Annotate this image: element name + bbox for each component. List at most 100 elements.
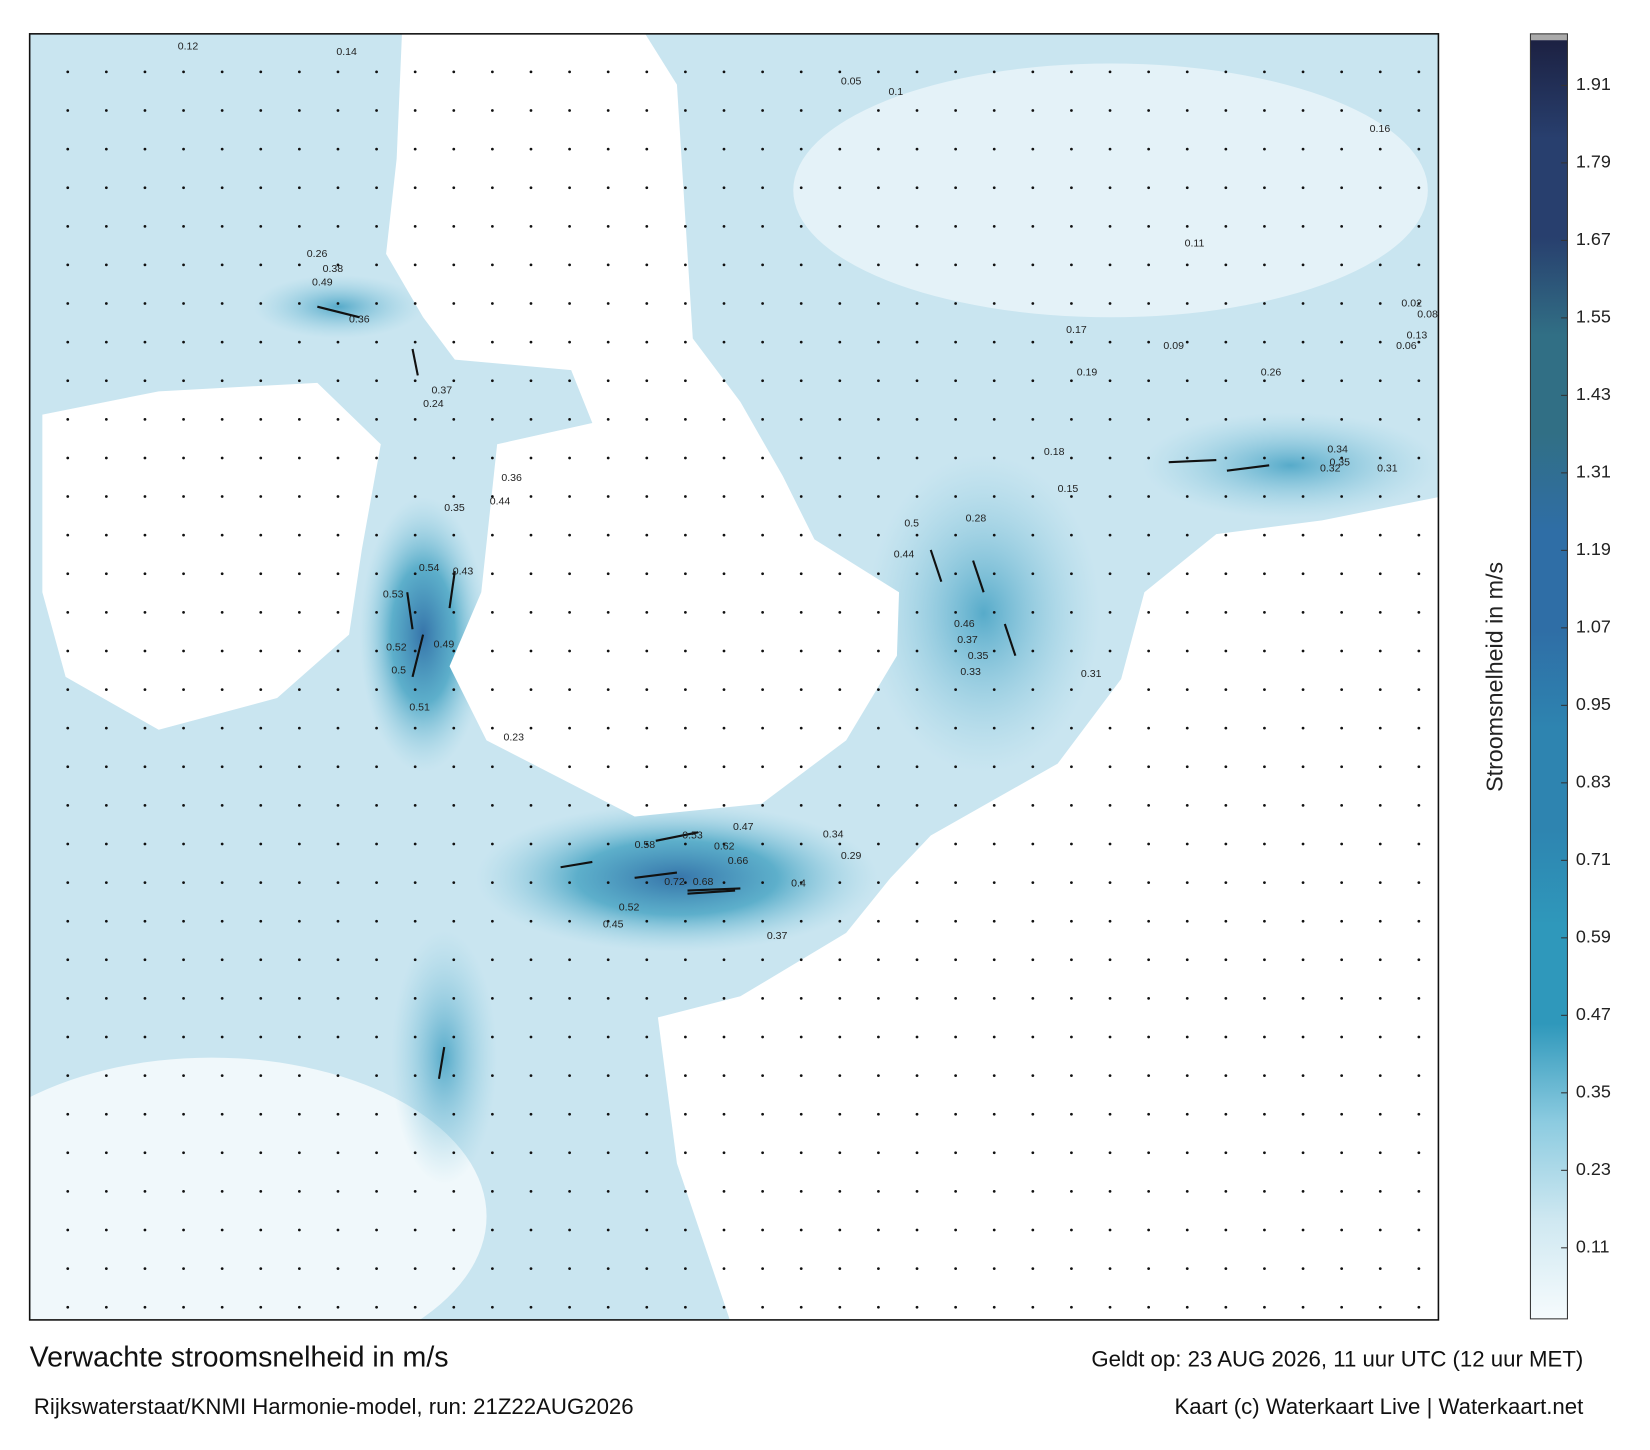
vector-dot: [684, 379, 687, 383]
vector-dot: [104, 379, 108, 383]
vector-dot: [877, 70, 880, 74]
vector-dot: [838, 765, 842, 769]
vector-dot: [336, 302, 340, 305]
speed-label: 0.36: [349, 314, 370, 326]
vector-dot: [1417, 997, 1421, 1000]
vector-dot: [259, 340, 263, 344]
vector-dot: [1340, 1190, 1344, 1193]
speed-label: 0.45: [603, 919, 624, 931]
vector-dot: [1031, 1190, 1035, 1193]
current-arrow: [560, 860, 593, 869]
vector-dot: [1147, 726, 1151, 730]
vector-dot: [992, 495, 996, 498]
vector-dot: [1340, 919, 1344, 923]
vector-dot: [297, 224, 301, 228]
vector-dot: [143, 1112, 147, 1116]
colorbar-tick-label: 0.59: [1576, 927, 1611, 947]
speed-label: 0.5: [391, 665, 406, 677]
vector-dot: [1224, 456, 1228, 460]
vector-dot: [529, 109, 533, 112]
vector-dot: [568, 1151, 571, 1155]
vector-dot: [684, 1190, 687, 1193]
vector-dot: [645, 147, 649, 151]
vector-dot: [1031, 958, 1035, 962]
vector-dot: [1263, 302, 1266, 305]
vector-dot: [992, 997, 996, 1000]
vector-dot: [1147, 1112, 1151, 1116]
vector-dot: [220, 919, 224, 923]
vector-dot: [799, 804, 803, 807]
vector-dot: [182, 1267, 185, 1270]
colorbar-tick-label: 0.35: [1576, 1082, 1611, 1102]
vector-dot: [954, 1151, 957, 1155]
vector-dot: [104, 804, 108, 807]
vector-dot: [722, 495, 726, 498]
vector-dot: [722, 1074, 726, 1077]
vector-dot: [491, 1112, 494, 1116]
vector-dot: [645, 1112, 649, 1116]
vector-dot: [645, 726, 649, 730]
vector-dot: [1378, 804, 1382, 807]
vector-dot: [1340, 842, 1344, 846]
vector-dot: [1185, 842, 1189, 846]
vector-dot: [413, 379, 417, 383]
vector-dot: [1070, 495, 1073, 498]
vector-dot: [761, 302, 764, 305]
vector-dot: [491, 1267, 494, 1270]
vector-dot: [838, 263, 842, 267]
vector-dot: [1108, 1112, 1112, 1116]
vector-dot: [915, 186, 919, 190]
vector-dot: [1147, 147, 1151, 151]
vector-dot: [182, 1074, 185, 1077]
vector-dot: [877, 224, 880, 228]
vector-dot: [838, 379, 842, 383]
vector-dot: [1108, 958, 1112, 962]
vector-dot: [761, 610, 764, 614]
vector-dot: [529, 1228, 533, 1232]
vector-dot: [1070, 919, 1073, 923]
vector-dot: [452, 1228, 456, 1232]
vector-dot: [684, 1305, 687, 1309]
speed-label: 0.33: [960, 666, 981, 678]
vector-dot: [954, 1112, 957, 1116]
vector-dot: [1301, 765, 1305, 769]
vector-dot: [1224, 1074, 1228, 1077]
vector-dot: [1031, 572, 1035, 576]
vector-dot: [568, 456, 571, 460]
vector-dot: [336, 1228, 340, 1232]
vector-dot: [877, 186, 880, 190]
vector-dot: [915, 726, 919, 730]
vector-dot: [491, 958, 494, 962]
vector-dot: [375, 1190, 378, 1193]
vector-dot: [645, 70, 649, 74]
speed-label: 0.44: [490, 495, 511, 507]
vector-dot: [568, 1267, 571, 1270]
vector-dot: [375, 1035, 378, 1039]
vector-dot: [954, 456, 957, 460]
vector-dot: [452, 1267, 456, 1270]
vector-dot: [1263, 340, 1266, 344]
vector-dot: [799, 765, 803, 769]
vector-dot: [606, 417, 610, 421]
vector-dot: [645, 572, 649, 576]
vector-dot: [606, 842, 610, 846]
vector-dot: [1031, 495, 1035, 498]
speed-label: 0.36: [501, 472, 522, 484]
vector-dot: [375, 224, 378, 228]
vector-dot: [954, 881, 957, 884]
speed-label: 0.17: [1066, 324, 1087, 336]
speed-label: 0.28: [966, 512, 987, 524]
vector-dot: [66, 804, 70, 807]
vector-dot: [1417, 881, 1421, 884]
vector-dot: [182, 688, 185, 691]
vector-dot: [491, 109, 494, 112]
vector-dot: [529, 263, 533, 267]
vector-dot: [143, 610, 147, 614]
vector-dot: [1185, 1190, 1189, 1193]
vector-dot: [877, 1035, 880, 1039]
vector-dot: [413, 765, 417, 769]
vector-dot: [336, 495, 340, 498]
vector-dot: [1340, 649, 1344, 653]
vector-dot: [182, 997, 185, 1000]
vector-dot: [568, 186, 571, 190]
